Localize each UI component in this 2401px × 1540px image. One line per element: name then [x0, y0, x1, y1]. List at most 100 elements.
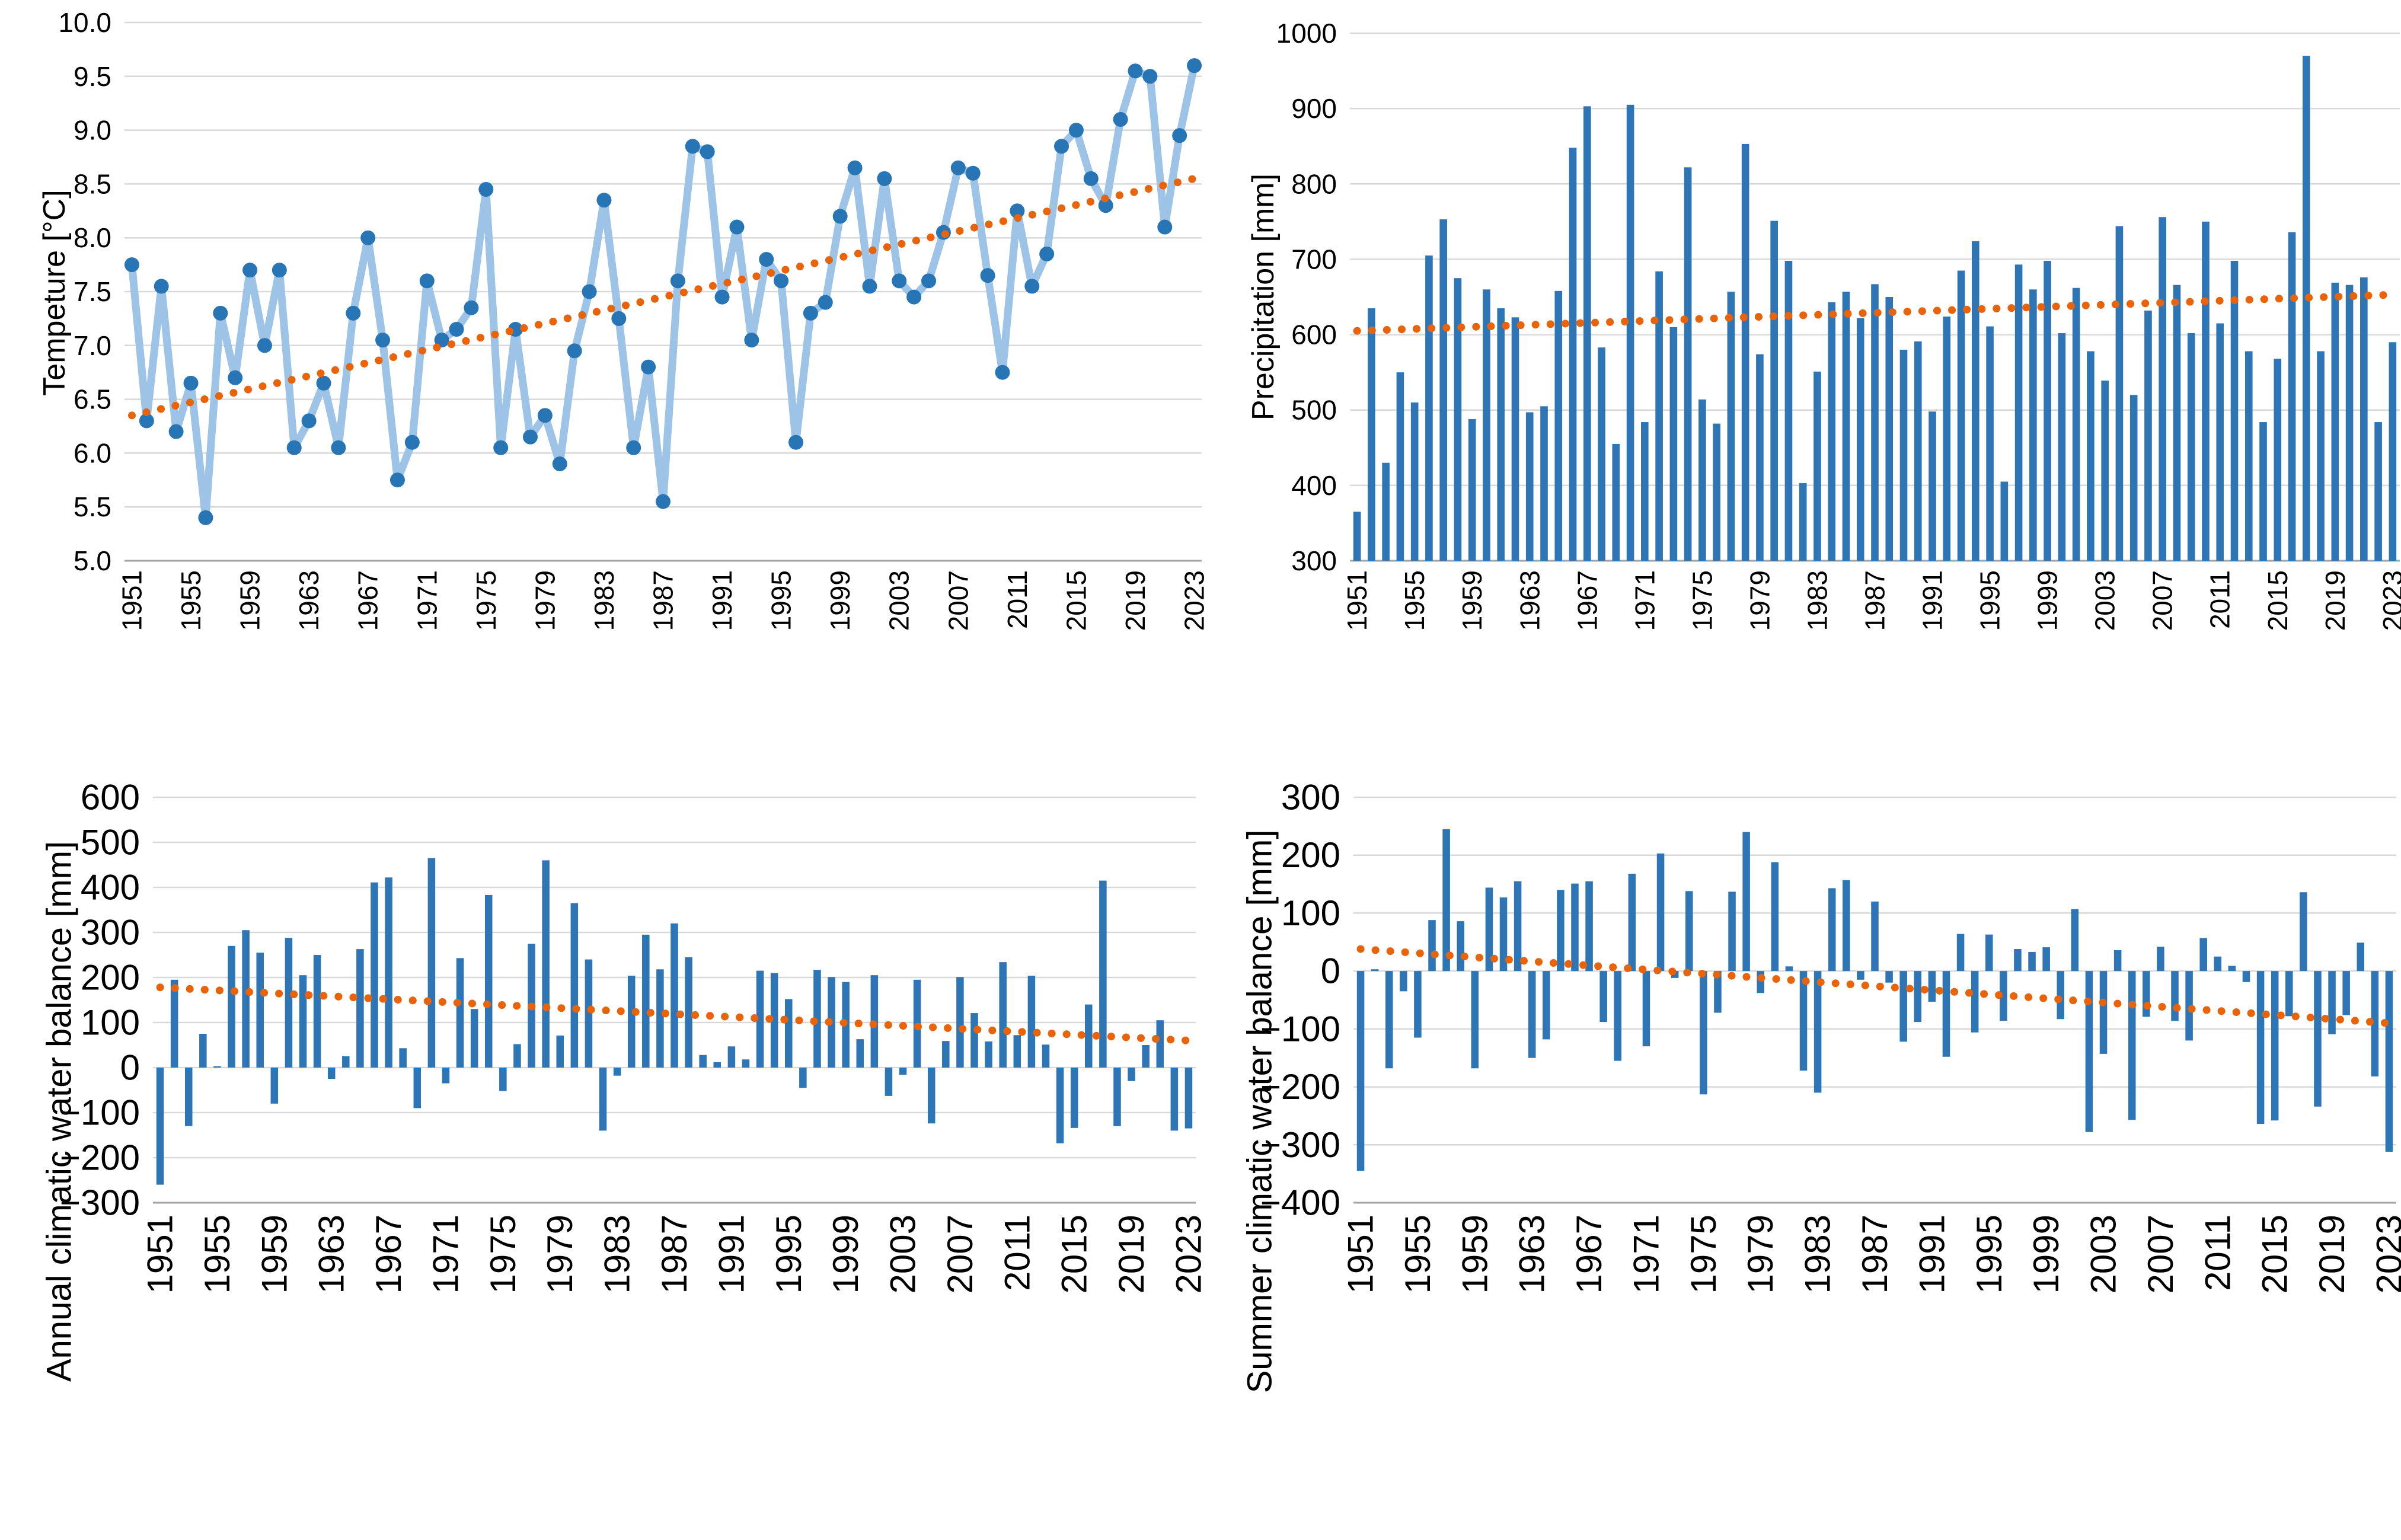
bar	[1425, 255, 1433, 561]
data-point-marker	[286, 440, 302, 455]
bar	[2303, 56, 2310, 561]
bar	[2129, 395, 2138, 561]
bar	[756, 970, 764, 1068]
x-tick-label: 2007	[943, 570, 973, 631]
bar	[2185, 971, 2193, 1041]
bar	[1128, 1068, 1135, 1081]
bar	[1684, 167, 1692, 561]
x-tick-label: 1967	[1572, 570, 1602, 631]
x-tick-label: 1999	[2032, 570, 2063, 631]
bar	[2072, 287, 2080, 561]
data-point-marker	[522, 429, 538, 445]
x-tick-label: 2019	[2320, 570, 2351, 631]
bar	[1928, 971, 1936, 1002]
gridlines	[1353, 796, 2396, 1204]
x-tick-label: 1991	[1917, 570, 1948, 631]
bar	[1856, 318, 1864, 561]
bar	[1585, 881, 1593, 972]
x-axis-tick-labels: 1951 1955 1959 1963 1967 1971 1975 1979 1983 1987…	[1342, 570, 2401, 631]
bar	[1828, 888, 1836, 972]
bar	[2085, 971, 2093, 1132]
bar	[270, 1068, 279, 1104]
bar	[470, 1009, 478, 1068]
data-point-marker	[921, 273, 937, 289]
data-point-marker	[1039, 246, 1055, 261]
data-point-marker	[1157, 219, 1173, 235]
bar	[1353, 512, 1361, 561]
bar	[2071, 909, 2079, 972]
bar	[2274, 359, 2282, 561]
x-tick-label: 1983	[598, 1215, 637, 1293]
bar	[613, 1068, 621, 1076]
bar	[2044, 260, 2051, 561]
bar	[242, 930, 250, 1068]
y-tick-label: 200	[1281, 835, 1340, 875]
bar	[2389, 342, 2397, 561]
data-point-marker	[862, 279, 877, 294]
data-point-marker	[360, 230, 376, 245]
y-tick-label: 500	[81, 823, 140, 862]
data-point-marker	[877, 171, 892, 186]
y-tick-label: 500	[1291, 395, 1337, 426]
bar	[2374, 422, 2382, 561]
bar	[1771, 862, 1779, 972]
x-tick-label: 1967	[353, 570, 384, 631]
bar	[156, 1068, 164, 1185]
x-tick-label: 1959	[1457, 570, 1487, 631]
data-point-marker	[478, 181, 494, 197]
bar	[1184, 1068, 1193, 1129]
gridlines	[153, 796, 1196, 1204]
bar	[1557, 890, 1565, 972]
bar	[1656, 853, 1665, 972]
bar	[1742, 832, 1750, 972]
bar	[2328, 971, 2336, 1034]
bar	[2360, 277, 2368, 561]
bar	[285, 938, 293, 1068]
data-point-marker	[1142, 69, 1158, 84]
bar	[2230, 260, 2239, 561]
bar	[1713, 423, 1720, 561]
bar	[313, 955, 321, 1068]
data-point-marker	[567, 343, 582, 359]
bar	[942, 1041, 950, 1068]
data-point-marker	[493, 440, 509, 455]
x-tick-label: 2019	[1112, 1215, 1151, 1293]
data-point-marker	[641, 359, 656, 375]
y-tick-label: 8.0	[74, 222, 111, 253]
bar	[1525, 412, 1534, 561]
data-point-marker	[124, 257, 139, 273]
bar	[2357, 942, 2365, 972]
bar	[199, 1034, 207, 1068]
y-tick-label: 700	[1291, 244, 1337, 274]
x-tick-label: 1967	[369, 1215, 408, 1293]
data-point-marker	[1010, 203, 1025, 219]
bar	[885, 1068, 893, 1096]
data-point-marker	[611, 311, 627, 326]
x-tick-label: 1979	[1744, 570, 1775, 631]
x-tick-label: 1951	[116, 570, 147, 631]
bar	[1554, 290, 1563, 561]
data-point-marker	[744, 333, 759, 348]
x-tick-label: 1999	[825, 570, 855, 631]
bar	[1511, 317, 1519, 561]
x-tick-label: 1983	[1798, 1215, 1838, 1293]
trend-line	[1356, 945, 2393, 1027]
y-tick-label: 800	[1291, 168, 1337, 199]
bar	[1599, 971, 1607, 1023]
bar	[1042, 1044, 1050, 1068]
y-tick-label: 9.5	[74, 61, 111, 92]
x-tick-label: 1971	[1626, 1215, 1666, 1293]
bar	[1442, 829, 1450, 972]
bar	[1756, 354, 1764, 561]
bar	[2173, 285, 2181, 561]
bar	[542, 860, 550, 1068]
x-tick-label: 1959	[1455, 1215, 1495, 1293]
x-axis-tick-labels: 1951 1955 1959 1963 1967 1971 1975 1979 1983 1987…	[116, 570, 1209, 631]
bars	[156, 858, 1193, 1185]
bar	[2014, 264, 2023, 561]
data-point-marker	[1098, 198, 1113, 213]
y-tick-label: 300	[81, 913, 140, 953]
bar	[1972, 241, 1979, 561]
